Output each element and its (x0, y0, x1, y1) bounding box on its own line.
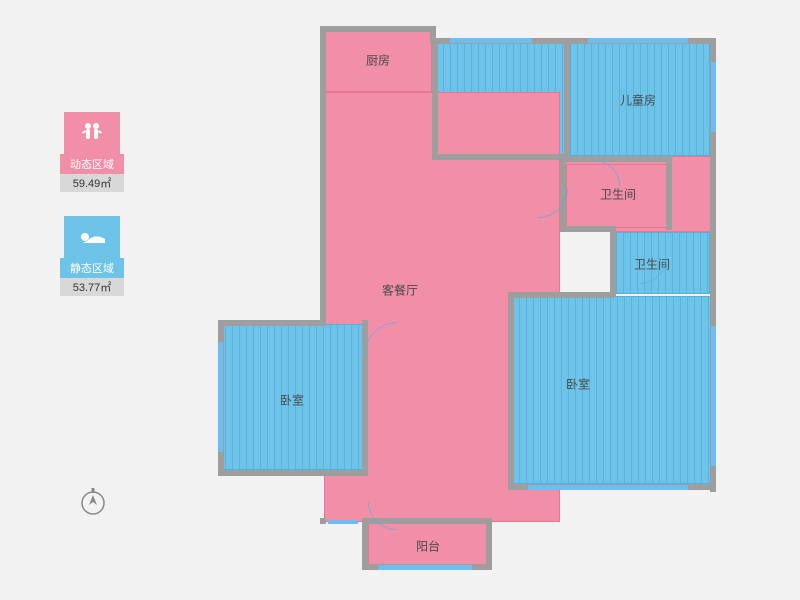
legend: 动态区域 59.49㎡ 静态区域 53.77㎡ (56, 112, 128, 320)
legend-dynamic: 动态区域 59.49㎡ (56, 112, 128, 192)
wall-23 (432, 42, 438, 160)
room-label-bedroom_right: 卧室 (566, 376, 590, 393)
sleep-icon (64, 216, 120, 258)
wall-22 (560, 156, 672, 162)
wall-6 (218, 320, 326, 326)
window-3 (711, 326, 716, 466)
room-label-bath_top: 卫生间 (600, 186, 636, 203)
window-7 (328, 520, 358, 524)
window-5 (378, 565, 472, 570)
wall-10 (320, 518, 326, 524)
wall-16 (508, 292, 514, 488)
window-2 (711, 62, 716, 132)
wall-8 (320, 92, 326, 322)
window-6 (528, 485, 688, 490)
legend-static-value: 53.77㎡ (60, 278, 124, 296)
wall-17 (508, 292, 614, 298)
compass-icon (78, 486, 108, 516)
window-0 (450, 38, 532, 43)
wall-24 (432, 154, 566, 160)
room-label-kitchen: 厨房 (366, 52, 390, 69)
wall-7 (218, 470, 368, 476)
wall-18 (610, 228, 616, 296)
room-label-bedroom_left: 卧室 (280, 392, 304, 409)
room-label-living: 客餐厅 (382, 282, 418, 299)
window-1 (588, 38, 688, 43)
room-bedroom_right (512, 296, 712, 484)
people-icon (64, 112, 120, 154)
room-label-children: 儿童房 (620, 92, 656, 109)
legend-dynamic-value: 59.49㎡ (60, 174, 124, 192)
floorplan: 厨房卧室儿童房卫生间卫生间客餐厅卧室卧室阳台 (218, 26, 722, 580)
wall-1 (320, 26, 436, 32)
wall-14 (362, 518, 368, 568)
legend-dynamic-label: 动态区域 (60, 154, 124, 174)
wall-12 (486, 518, 492, 568)
window-4 (218, 342, 223, 452)
wall-21 (666, 156, 672, 230)
wall-25 (564, 42, 570, 158)
wall-20 (560, 226, 616, 232)
room-label-balcony: 阳台 (416, 538, 440, 555)
legend-static-label: 静态区域 (60, 258, 124, 278)
legend-static: 静态区域 53.77㎡ (56, 216, 128, 296)
wall-0 (320, 26, 326, 96)
